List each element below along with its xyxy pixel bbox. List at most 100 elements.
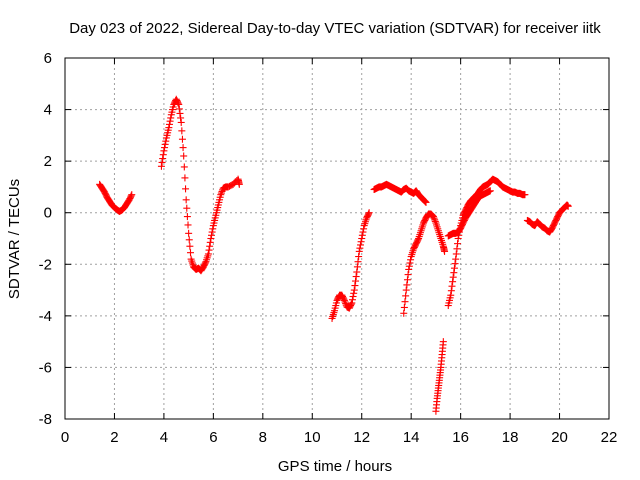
data-point — [441, 247, 449, 255]
data-point — [451, 260, 459, 268]
data-point — [403, 276, 411, 284]
data-point — [350, 286, 358, 294]
data-point — [174, 99, 182, 107]
data-point — [165, 124, 173, 132]
grid-lines — [65, 58, 609, 419]
y-tick-label: -8 — [39, 411, 52, 428]
data-point — [422, 198, 430, 206]
data-point — [421, 197, 429, 205]
data-point — [450, 269, 458, 277]
y-tick-label: 0 — [44, 205, 52, 222]
data-point — [430, 214, 438, 222]
data-point — [177, 114, 185, 122]
data-point — [400, 309, 408, 317]
data-point — [207, 235, 215, 242]
series-segment-1 — [96, 180, 136, 215]
series-segment-5 — [400, 210, 449, 317]
data-point — [447, 291, 455, 299]
data-point — [365, 209, 373, 217]
x-tick-label: 22 — [601, 429, 618, 446]
data-point — [521, 191, 529, 199]
data-point — [356, 244, 364, 252]
x-tick-label: 4 — [160, 429, 168, 446]
data-point — [159, 155, 167, 163]
series-segment-4 — [370, 180, 430, 206]
data-point — [358, 235, 366, 242]
x-tick-label: 0 — [61, 429, 69, 446]
y-tick-labels: -8 -6 -4 -2 0 2 4 6 — [39, 50, 52, 428]
y-tick-label: -4 — [39, 308, 52, 325]
data-point — [183, 204, 191, 212]
data-point — [178, 135, 186, 143]
x-tick-label: 10 — [304, 429, 321, 446]
data-point — [342, 300, 350, 308]
data-point — [179, 144, 187, 152]
data-point — [167, 114, 175, 122]
data-point — [157, 162, 165, 170]
x-tick-label: 12 — [353, 429, 370, 446]
y-tick-label: 6 — [44, 50, 52, 67]
data-point — [447, 287, 455, 295]
data-point — [209, 225, 217, 233]
data-point — [564, 202, 572, 210]
data-point — [184, 221, 192, 229]
data-point — [208, 228, 216, 236]
plot-frame — [64, 57, 610, 420]
data-point — [349, 293, 357, 301]
y-tick-label: -6 — [39, 359, 52, 376]
data-point — [158, 158, 166, 166]
x-tick-label: 16 — [452, 429, 469, 446]
data-point — [161, 140, 169, 148]
data-point — [429, 213, 437, 221]
data-point — [414, 236, 422, 244]
series-segment-9 — [523, 201, 572, 236]
data-point — [452, 255, 460, 263]
data-point — [401, 298, 409, 306]
data-point — [400, 303, 408, 311]
data-point — [175, 105, 183, 113]
data-point — [181, 174, 189, 182]
data-point — [402, 292, 410, 300]
data-point — [454, 235, 462, 242]
data-point — [218, 187, 226, 195]
data-point — [486, 187, 494, 195]
data-point — [235, 180, 243, 188]
data-point — [449, 278, 457, 286]
data-point — [439, 338, 447, 346]
data-point — [431, 217, 439, 225]
data-point — [217, 189, 225, 197]
data-point — [175, 100, 183, 108]
data-point — [356, 241, 364, 249]
data-point — [160, 147, 168, 155]
data-point — [340, 295, 348, 303]
series-segment-6 — [432, 338, 447, 415]
data-point — [353, 268, 361, 276]
data-point — [159, 151, 167, 159]
data-point — [128, 191, 136, 199]
x-axis-label: GPS time / hours — [278, 458, 392, 475]
data-point — [452, 250, 460, 258]
data-point — [360, 225, 368, 233]
axis-ticks — [64, 57, 610, 420]
data-point — [355, 247, 363, 255]
series-segment-8 — [444, 187, 494, 240]
data-point — [180, 152, 188, 160]
data-point — [347, 300, 355, 308]
data-point — [161, 144, 169, 152]
y-tick-label: 4 — [44, 102, 52, 119]
data-point — [405, 262, 413, 270]
data-points — [96, 95, 572, 415]
data-point — [206, 242, 214, 250]
data-point — [185, 229, 193, 237]
data-point — [350, 289, 358, 297]
data-point — [127, 192, 135, 200]
data-point — [405, 265, 413, 273]
data-point — [206, 238, 214, 246]
data-point — [354, 258, 362, 266]
data-point — [450, 264, 458, 272]
data-point — [178, 127, 186, 135]
x-tick-label: 8 — [259, 429, 267, 446]
data-point — [352, 277, 360, 285]
data-point — [421, 198, 429, 206]
